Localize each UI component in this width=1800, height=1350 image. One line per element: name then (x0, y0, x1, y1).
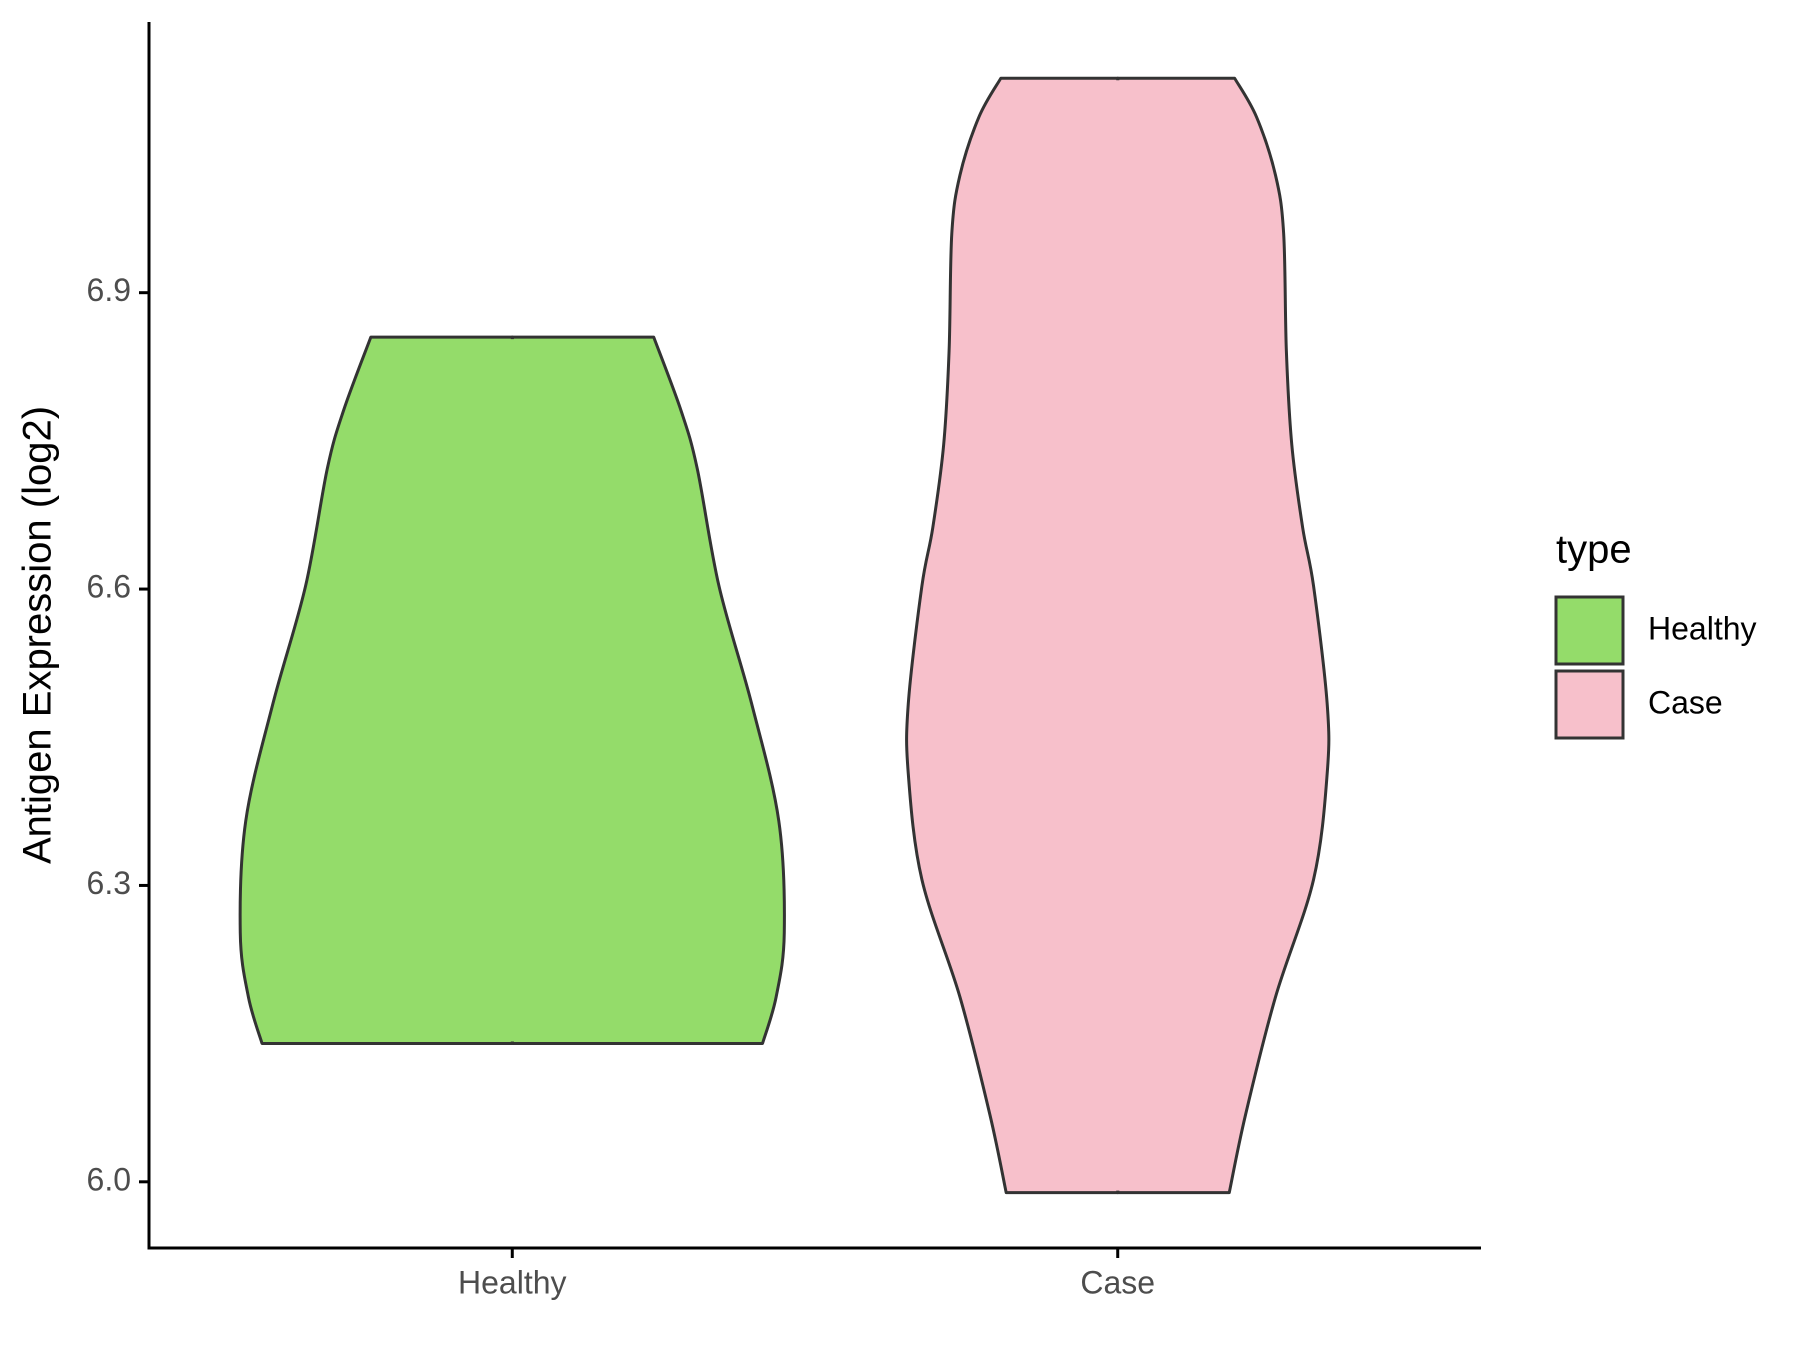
violin-half (238, 335, 514, 1045)
violin-half (510, 335, 786, 1045)
x-tick-label: Case (1080, 1264, 1155, 1300)
y-tick-label: 6.6 (87, 569, 131, 605)
y-tick-label: 6.0 (87, 1161, 131, 1197)
y-tick-label: 6.3 (87, 865, 131, 901)
y-axis-title: Antigen Expression (log2) (16, 406, 60, 864)
legend-key (1554, 595, 1625, 666)
legend-label: Case (1648, 684, 1723, 720)
violin-half (905, 76, 1120, 1195)
y-tick-label: 6.9 (87, 272, 131, 308)
x-tick-label: Healthy (458, 1264, 567, 1300)
violin-half (1116, 76, 1331, 1195)
legend-key (1554, 669, 1625, 740)
legend-title: type (1556, 528, 1632, 572)
legend-label: Healthy (1648, 610, 1757, 646)
